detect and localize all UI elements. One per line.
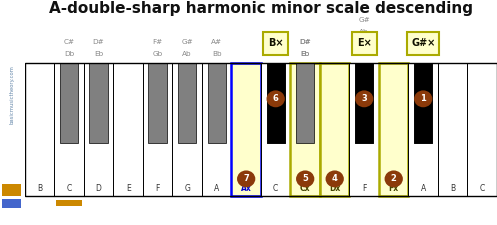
Bar <box>266 63 285 143</box>
Text: Ax: Ax <box>241 184 251 193</box>
Bar <box>409 63 438 196</box>
Bar <box>54 63 84 196</box>
Text: Ab: Ab <box>359 29 369 34</box>
Bar <box>266 63 285 143</box>
Bar <box>60 63 78 143</box>
Bar <box>2 184 21 196</box>
Text: E×: E× <box>357 38 372 48</box>
Text: 1: 1 <box>420 94 426 103</box>
Text: Db: Db <box>64 51 74 56</box>
Text: C: C <box>67 184 72 193</box>
Text: F#: F# <box>153 39 163 45</box>
Bar <box>25 63 54 196</box>
Bar <box>208 63 226 143</box>
Text: Eb: Eb <box>94 51 103 56</box>
Ellipse shape <box>266 90 285 107</box>
Text: E: E <box>126 184 131 193</box>
Bar <box>407 32 439 55</box>
Bar <box>355 63 373 143</box>
Text: 2: 2 <box>391 174 397 183</box>
Bar <box>349 63 379 196</box>
Ellipse shape <box>385 171 403 187</box>
Bar <box>352 32 377 55</box>
Bar <box>178 63 196 143</box>
Bar <box>113 63 143 196</box>
Bar <box>355 63 373 143</box>
Bar <box>263 32 288 55</box>
Text: Eb: Eb <box>301 51 310 56</box>
Text: G#: G# <box>181 39 193 45</box>
Bar <box>414 63 432 143</box>
Text: 7: 7 <box>244 174 249 183</box>
Text: A: A <box>420 184 426 193</box>
Ellipse shape <box>296 171 314 187</box>
Text: Ab: Ab <box>182 51 192 56</box>
Bar <box>202 63 232 196</box>
Text: Gb: Gb <box>153 51 163 56</box>
Text: F: F <box>362 184 366 193</box>
Text: Dx: Dx <box>329 184 340 193</box>
Text: B: B <box>37 184 42 193</box>
Bar <box>56 200 82 206</box>
Bar <box>172 63 202 196</box>
Text: F: F <box>156 184 160 193</box>
Text: B: B <box>450 184 455 193</box>
Text: C#: C# <box>64 39 75 45</box>
Text: 4: 4 <box>332 174 337 183</box>
Text: A-double-sharp harmonic minor scale descending: A-double-sharp harmonic minor scale desc… <box>49 2 473 16</box>
Ellipse shape <box>355 90 373 107</box>
Text: Cx: Cx <box>300 184 311 193</box>
Text: G: G <box>184 184 190 193</box>
Bar <box>290 63 320 196</box>
Bar <box>296 63 314 143</box>
Bar <box>143 63 172 196</box>
Text: C: C <box>480 184 485 193</box>
Bar <box>379 63 409 196</box>
Bar <box>261 63 290 196</box>
Ellipse shape <box>237 171 255 187</box>
Text: 6: 6 <box>273 94 279 103</box>
Ellipse shape <box>414 90 432 107</box>
Bar <box>438 63 468 196</box>
Text: C: C <box>273 184 278 193</box>
Bar <box>149 63 167 143</box>
Text: A#: A# <box>211 39 222 45</box>
Text: G#: G# <box>358 17 370 23</box>
Bar <box>2 199 21 208</box>
Text: G#×: G#× <box>411 38 435 48</box>
Text: Eb: Eb <box>301 51 310 56</box>
Text: D#: D# <box>93 39 104 45</box>
Bar <box>414 63 432 143</box>
Text: Bb: Bb <box>212 51 222 56</box>
Text: Fx: Fx <box>389 184 399 193</box>
Bar <box>25 63 497 196</box>
Bar <box>468 63 497 196</box>
Text: D: D <box>96 184 101 193</box>
Bar <box>89 63 108 143</box>
Bar <box>232 63 261 196</box>
Text: A: A <box>214 184 219 193</box>
Text: 5: 5 <box>302 174 308 183</box>
Bar <box>84 63 113 196</box>
Text: 3: 3 <box>361 94 367 103</box>
Text: B×: B× <box>268 38 283 48</box>
Bar <box>320 63 349 196</box>
Text: basicmusictheory.com: basicmusictheory.com <box>9 65 14 124</box>
Ellipse shape <box>326 171 344 187</box>
Text: D#: D# <box>299 39 311 45</box>
Text: D#: D# <box>299 39 311 45</box>
